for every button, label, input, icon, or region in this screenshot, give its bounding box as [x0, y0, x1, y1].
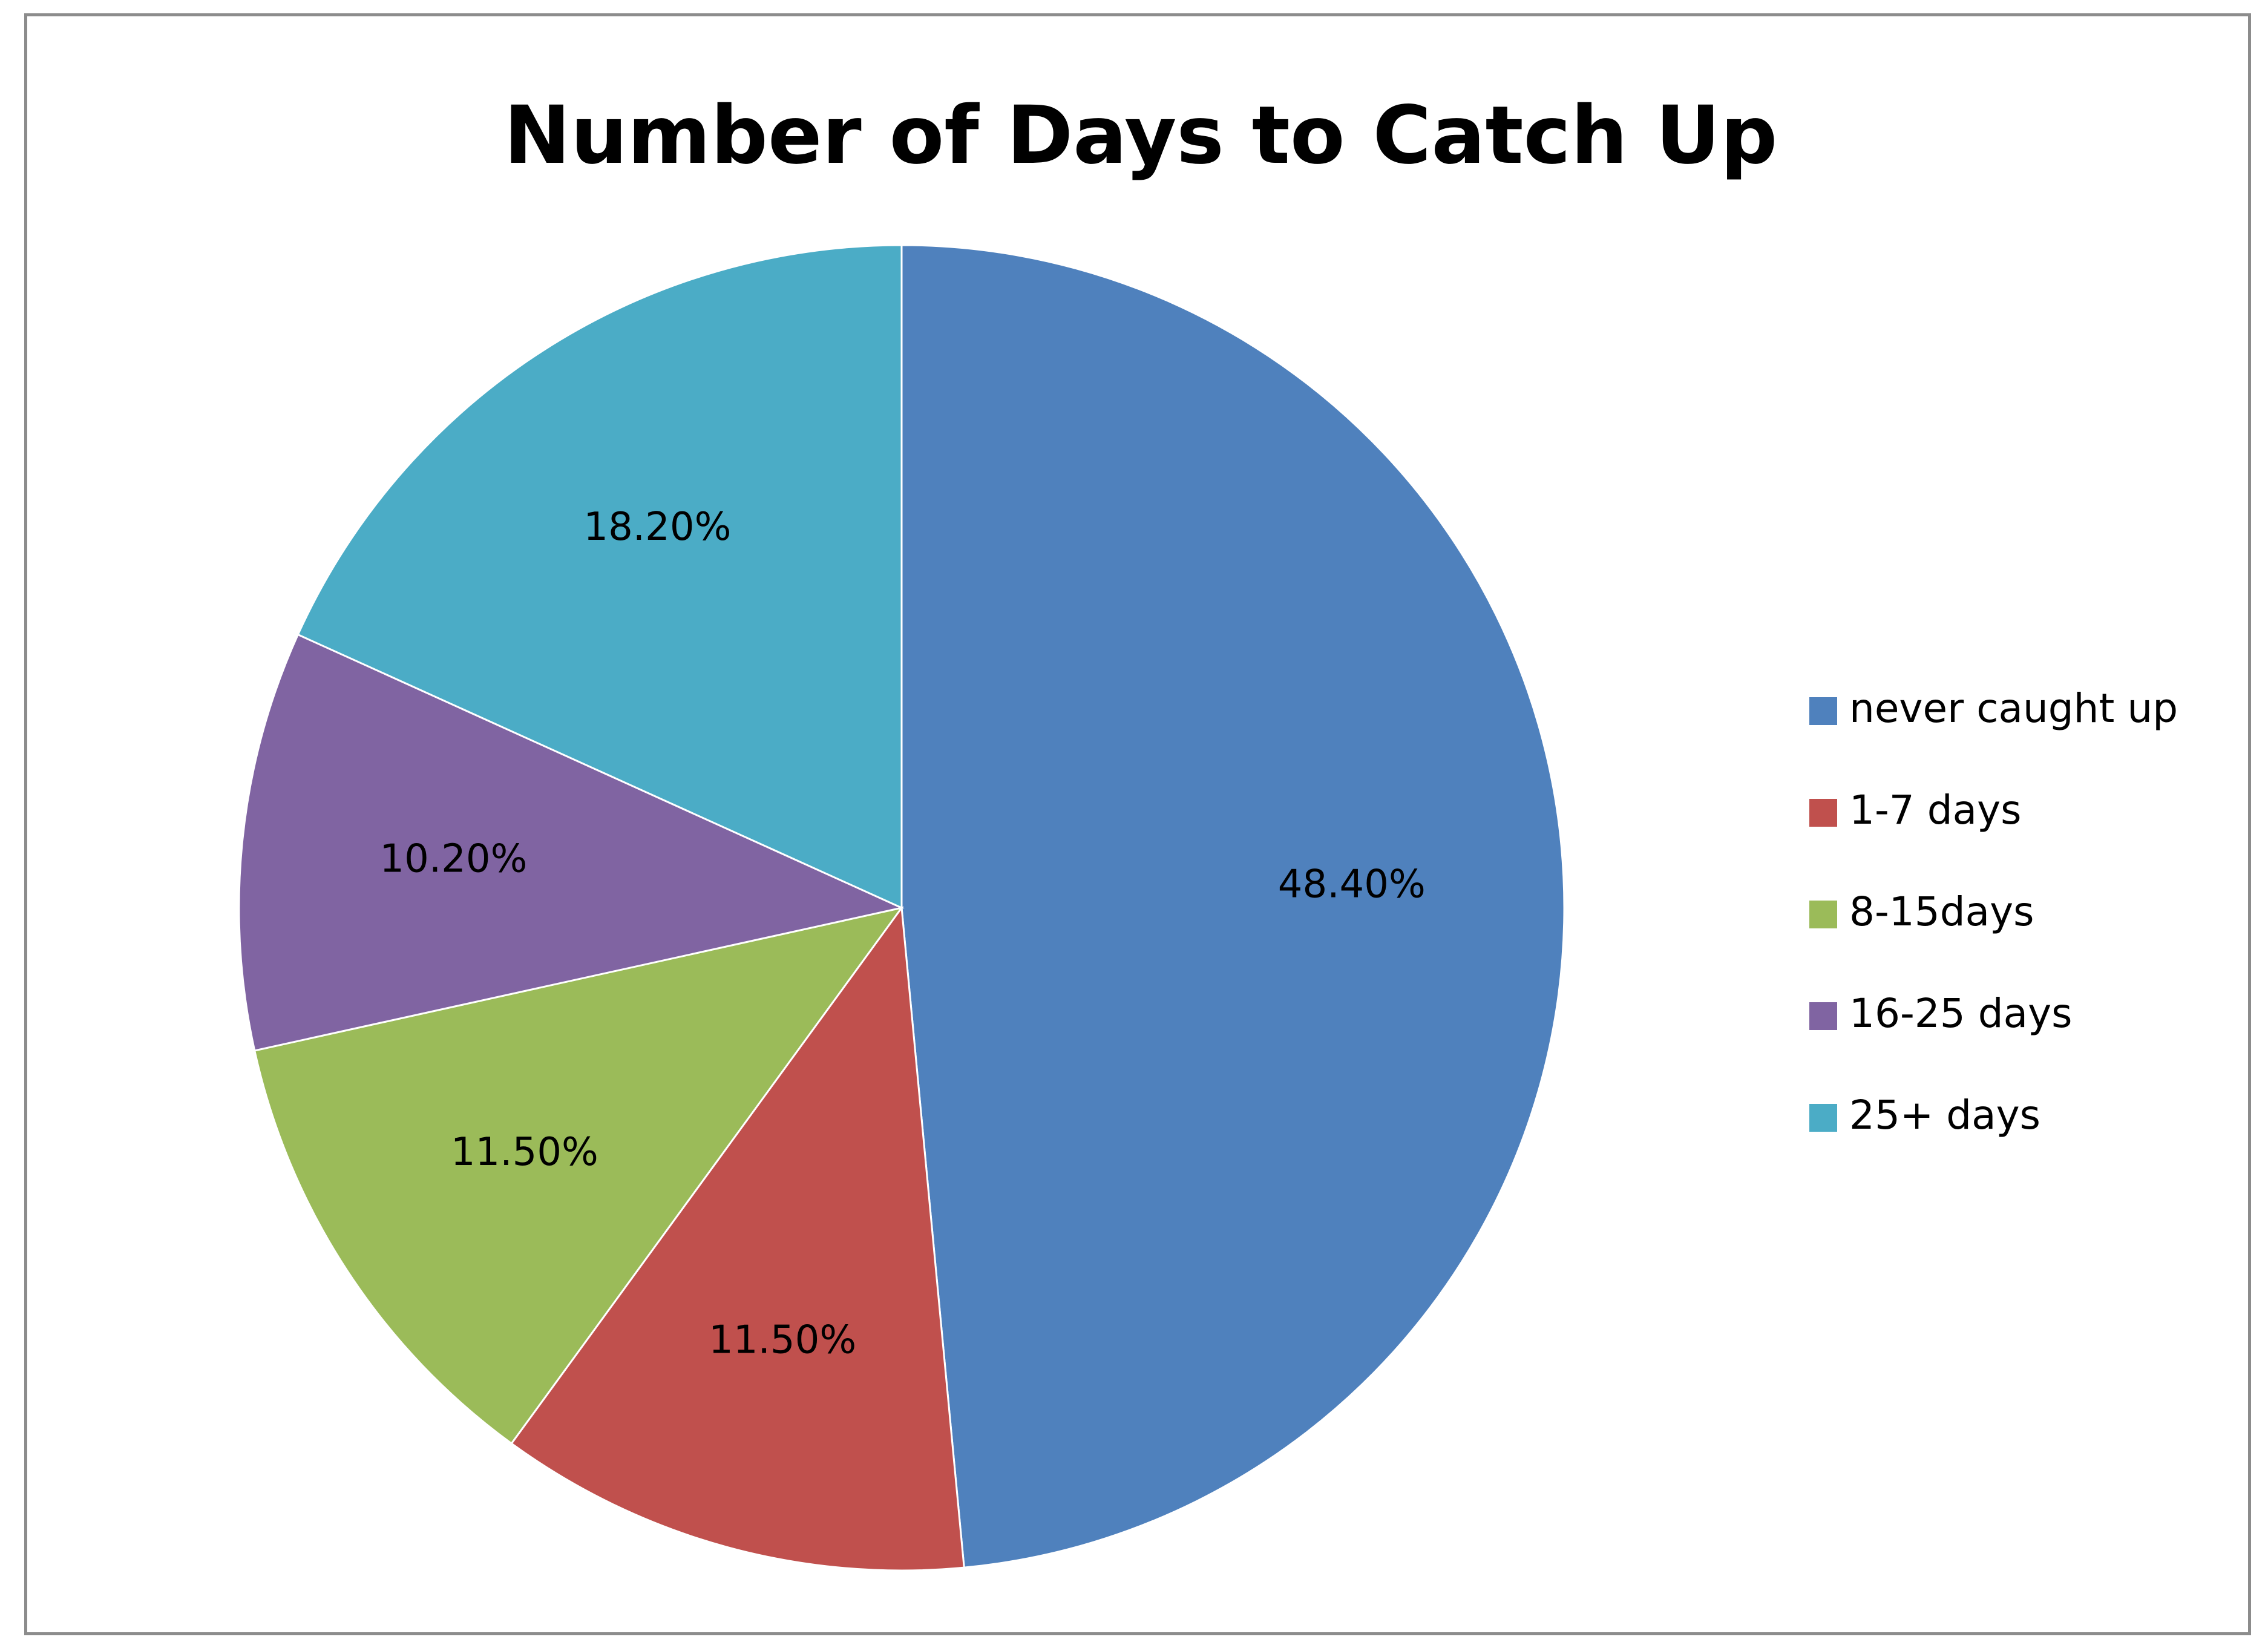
data-label-8-15days: 11.50% — [451, 1130, 598, 1175]
data-label-16-25-days: 10.20% — [379, 836, 527, 881]
slice-never-caught-up — [900, 244, 1565, 1569]
pie-slices — [238, 244, 1565, 1572]
data-label-1-7-days: 11.50% — [709, 1318, 856, 1363]
legend-swatch-never-caught-up — [1809, 697, 1837, 725]
legend-swatch-25plus-days — [1809, 1104, 1837, 1132]
legend-label-1-7-days: 1-7 days — [1849, 787, 2022, 833]
legend-label-16-25-days: 16-25 days — [1849, 990, 2073, 1037]
slice-16-25-days — [238, 633, 905, 1052]
legend-label-25plus-days: 25+ days — [1849, 1092, 2040, 1138]
legend-label-never-caught-up: never caught up — [1849, 685, 2178, 732]
legend-swatch-1-7-days — [1809, 799, 1837, 827]
data-label-never-caught-up: 48.40% — [1278, 862, 1426, 907]
legend-swatch-8-15days — [1809, 901, 1837, 928]
data-label-25plus-days: 18.20% — [583, 505, 731, 550]
legend: never caught up 1-7 days 8-15days 16-25 day… — [1809, 685, 2178, 1138]
slice-8-15days — [253, 906, 904, 1445]
chart-title: Number of Days to Catch Up — [503, 89, 1778, 182]
legend-label-8-15days: 8-15days — [1849, 888, 2034, 935]
slice-labels: 48.40% 11.50% 11.50% 10.20% 18.20% — [379, 505, 1425, 1363]
slice-1-7-days — [510, 905, 965, 1572]
legend-swatch-16-25-days — [1809, 1002, 1837, 1030]
slice-25plus-days — [297, 244, 903, 910]
